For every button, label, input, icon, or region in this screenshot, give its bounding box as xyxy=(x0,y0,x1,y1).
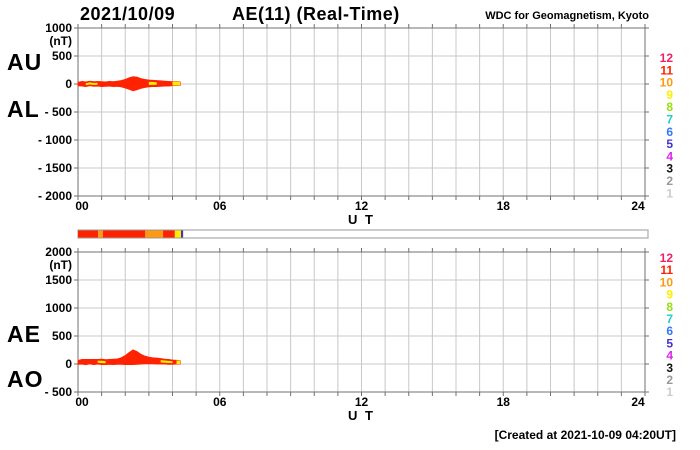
x-axis-title: U T xyxy=(348,408,375,423)
legend-number: 7 xyxy=(666,312,673,326)
xtick-label: 12 xyxy=(355,395,369,409)
legend-number: 8 xyxy=(666,100,673,114)
ytick-label: - 1500 xyxy=(38,161,72,175)
ytick-label: - 1000 xyxy=(38,133,72,147)
legend-number: 8 xyxy=(666,300,673,314)
y-unit-label: (nT) xyxy=(49,258,72,272)
legend-number: 6 xyxy=(666,125,673,139)
xtick-label: 00 xyxy=(75,395,89,409)
quality-bar-segment xyxy=(174,230,182,238)
legend-number: 4 xyxy=(666,149,673,163)
ytick-label: 1500 xyxy=(45,273,72,287)
legend-number: 12 xyxy=(660,51,674,65)
ytick-label: - 500 xyxy=(45,105,73,119)
created-at-note: [Created at 2021-10-09 04:20UT] xyxy=(494,428,676,442)
band-highlight xyxy=(176,360,181,364)
xtick-label: 24 xyxy=(631,395,645,409)
ytick-label: 500 xyxy=(52,49,72,63)
ytick-label: 0 xyxy=(65,77,72,91)
legend-number: 11 xyxy=(660,63,673,77)
band-highlight xyxy=(160,360,173,364)
ytick-label: 1000 xyxy=(45,21,72,35)
quality-bar-segment xyxy=(163,230,175,238)
ytick-label: - 2000 xyxy=(38,189,72,203)
quality-bar-segment xyxy=(181,230,184,238)
legend-number: 3 xyxy=(666,162,673,176)
label-ao: AO xyxy=(7,366,44,392)
legend-number: 3 xyxy=(666,361,673,375)
legend-number: 12 xyxy=(660,251,674,265)
x-axis-title: U T xyxy=(348,212,375,227)
plot-date: 2021/10/09 xyxy=(80,4,176,24)
legend-number: 9 xyxy=(666,288,673,302)
ytick-label: 2000 xyxy=(45,245,72,259)
label-au: AU xyxy=(7,49,43,75)
legend-number: 6 xyxy=(666,324,673,338)
legend-number: 2 xyxy=(666,373,673,387)
legend-number: 11 xyxy=(660,263,673,277)
ytick-label: 1000 xyxy=(45,301,72,315)
band-highlight xyxy=(172,81,181,86)
legend-number: 5 xyxy=(666,336,673,350)
quality-bar-segment xyxy=(78,230,99,238)
label-ae: AE xyxy=(7,321,41,347)
legend-number: 10 xyxy=(660,76,674,90)
quality-bar-segment xyxy=(98,230,103,238)
y-unit-label: (nT) xyxy=(49,34,72,48)
ytick-label: 0 xyxy=(65,357,72,371)
quality-bar-segment xyxy=(102,230,146,238)
ytick-label: 500 xyxy=(52,329,72,343)
legend-number: 1 xyxy=(666,385,673,399)
xtick-label: 18 xyxy=(497,199,511,213)
legend-number: 1 xyxy=(666,186,673,200)
xtick-label: 18 xyxy=(497,395,511,409)
label-al: AL xyxy=(7,96,40,122)
legend-number: 10 xyxy=(660,275,674,289)
credit-text: WDC for Geomagnetism, Kyoto xyxy=(485,10,649,22)
legend-number: 5 xyxy=(666,137,673,151)
quality-bar-segment xyxy=(145,230,164,238)
xtick-label: 00 xyxy=(75,199,89,213)
legend-number: 7 xyxy=(666,113,673,127)
plot-title: AE(11) (Real-Time) xyxy=(232,4,400,24)
xtick-label: 06 xyxy=(213,395,227,409)
legend-number: 2 xyxy=(666,174,673,188)
legend-number: 4 xyxy=(666,349,673,363)
xtick-label: 24 xyxy=(631,199,645,213)
band-highlight xyxy=(148,81,157,85)
band-highlight xyxy=(97,360,106,364)
xtick-label: 06 xyxy=(213,199,227,213)
xtick-label: 12 xyxy=(355,199,369,213)
legend-number: 9 xyxy=(666,88,673,102)
ytick-label: - 500 xyxy=(45,385,73,399)
band-highlight xyxy=(85,82,98,86)
